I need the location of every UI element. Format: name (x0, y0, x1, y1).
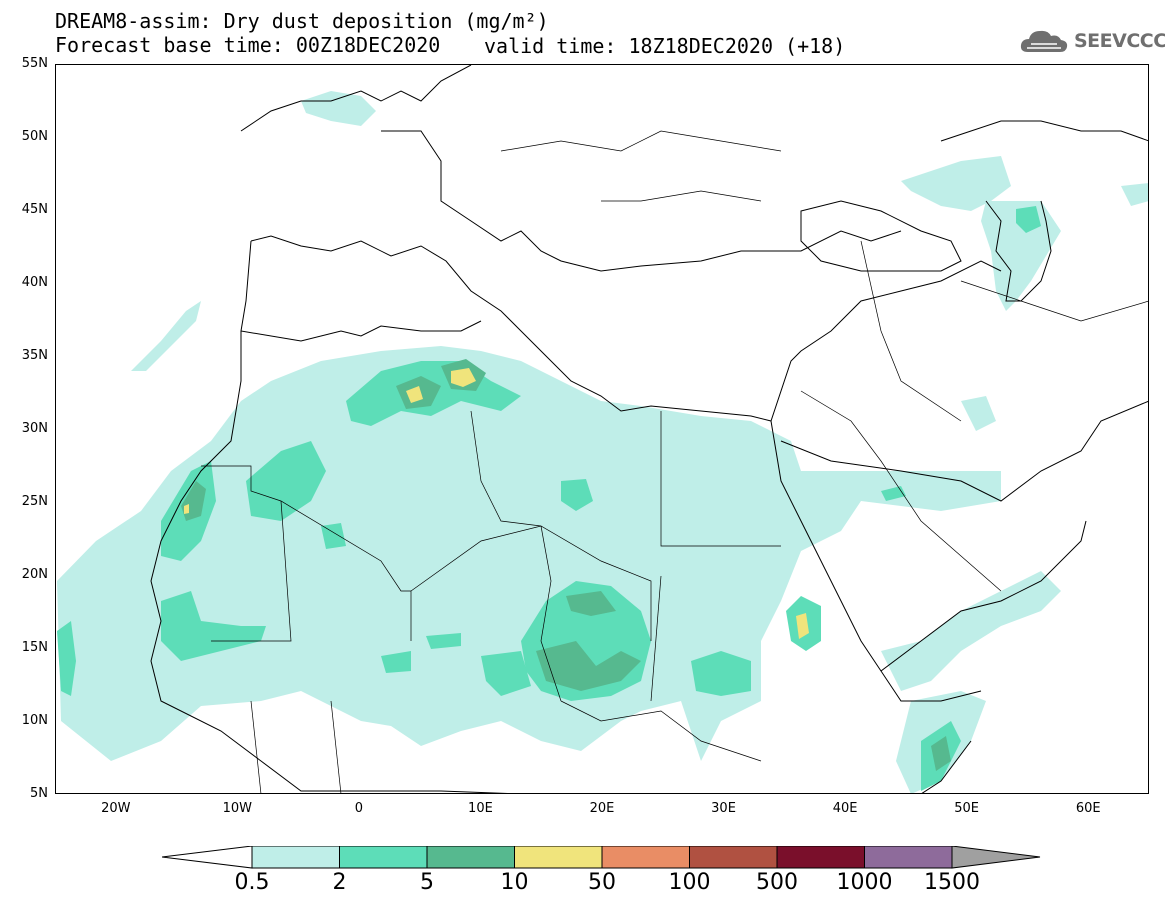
colorbar-label: 50 (588, 870, 616, 895)
seevccc-logo: SEEVCCC (1018, 26, 1165, 56)
colorbar-swatch (776, 846, 865, 869)
colorbar-under-triangle (162, 846, 253, 869)
lat-tick-label: 15N (21, 640, 48, 655)
map-panel (55, 64, 1149, 794)
lon-tick-label: 20W (101, 801, 131, 816)
colorbar-label: 5 (420, 870, 434, 895)
lat-tick-label: 30N (21, 421, 48, 436)
map-title: DREAM8-assim: Dry dust deposition (mg/m²… (55, 9, 549, 33)
colorbar-swatch (426, 846, 515, 869)
lat-tick-label: 50N (21, 129, 48, 144)
colorbar-swatch (339, 846, 428, 869)
lon-tick-label: 20E (589, 801, 615, 816)
lon-tick-label: 60E (1075, 801, 1101, 816)
colorbar-label: 2 (332, 870, 347, 895)
forecast-base-time: Forecast base time: 00Z18DEC2020 (55, 33, 441, 57)
lon-tick-label: 50E (954, 801, 980, 816)
logo-text: SEEVCCC (1074, 30, 1165, 52)
colorbar-swatch (514, 846, 603, 869)
colorbar-swatch (601, 846, 690, 869)
colorbar-swatch (864, 846, 953, 869)
colorbar-swatch (689, 846, 778, 869)
colorbar-label: 10 (500, 870, 529, 895)
colorbar-label: 100 (668, 870, 711, 895)
colorbar-swatch (251, 846, 340, 869)
colorbar-label: 0.5 (234, 870, 270, 895)
colorbar-over-triangle (951, 846, 1041, 869)
colorbar-label: 500 (756, 870, 798, 895)
colorbar (162, 846, 1041, 869)
country-borders (201, 130, 1148, 793)
lon-tick-label: 10E (468, 801, 493, 816)
lon-tick-label: 40E (832, 801, 858, 816)
valid-time: valid time: 18Z18DEC2020 (+18) (484, 34, 846, 58)
lon-tick-label: 30E (711, 801, 736, 816)
lat-tick-label: 45N (21, 202, 48, 217)
lat-tick-label: 20N (21, 567, 48, 582)
lat-tick-label: 35N (21, 348, 48, 363)
lat-tick-label: 25N (21, 494, 48, 509)
cloud-icon (1020, 30, 1068, 52)
colorbar-label: 1500 (924, 870, 980, 895)
dust-deposition-map (57, 65, 1148, 793)
lat-tick-label: 55N (21, 56, 48, 71)
lat-tick-label: 40N (21, 275, 48, 290)
lon-tick-label: 0 (354, 801, 364, 816)
colorbar-label: 1000 (836, 870, 893, 895)
lat-tick-label: 10N (21, 713, 48, 728)
coastlines (150, 65, 1148, 793)
contour-10 (184, 368, 809, 639)
lon-tick-label: 10W (222, 801, 253, 816)
lat-tick-label: 5N (30, 786, 48, 801)
